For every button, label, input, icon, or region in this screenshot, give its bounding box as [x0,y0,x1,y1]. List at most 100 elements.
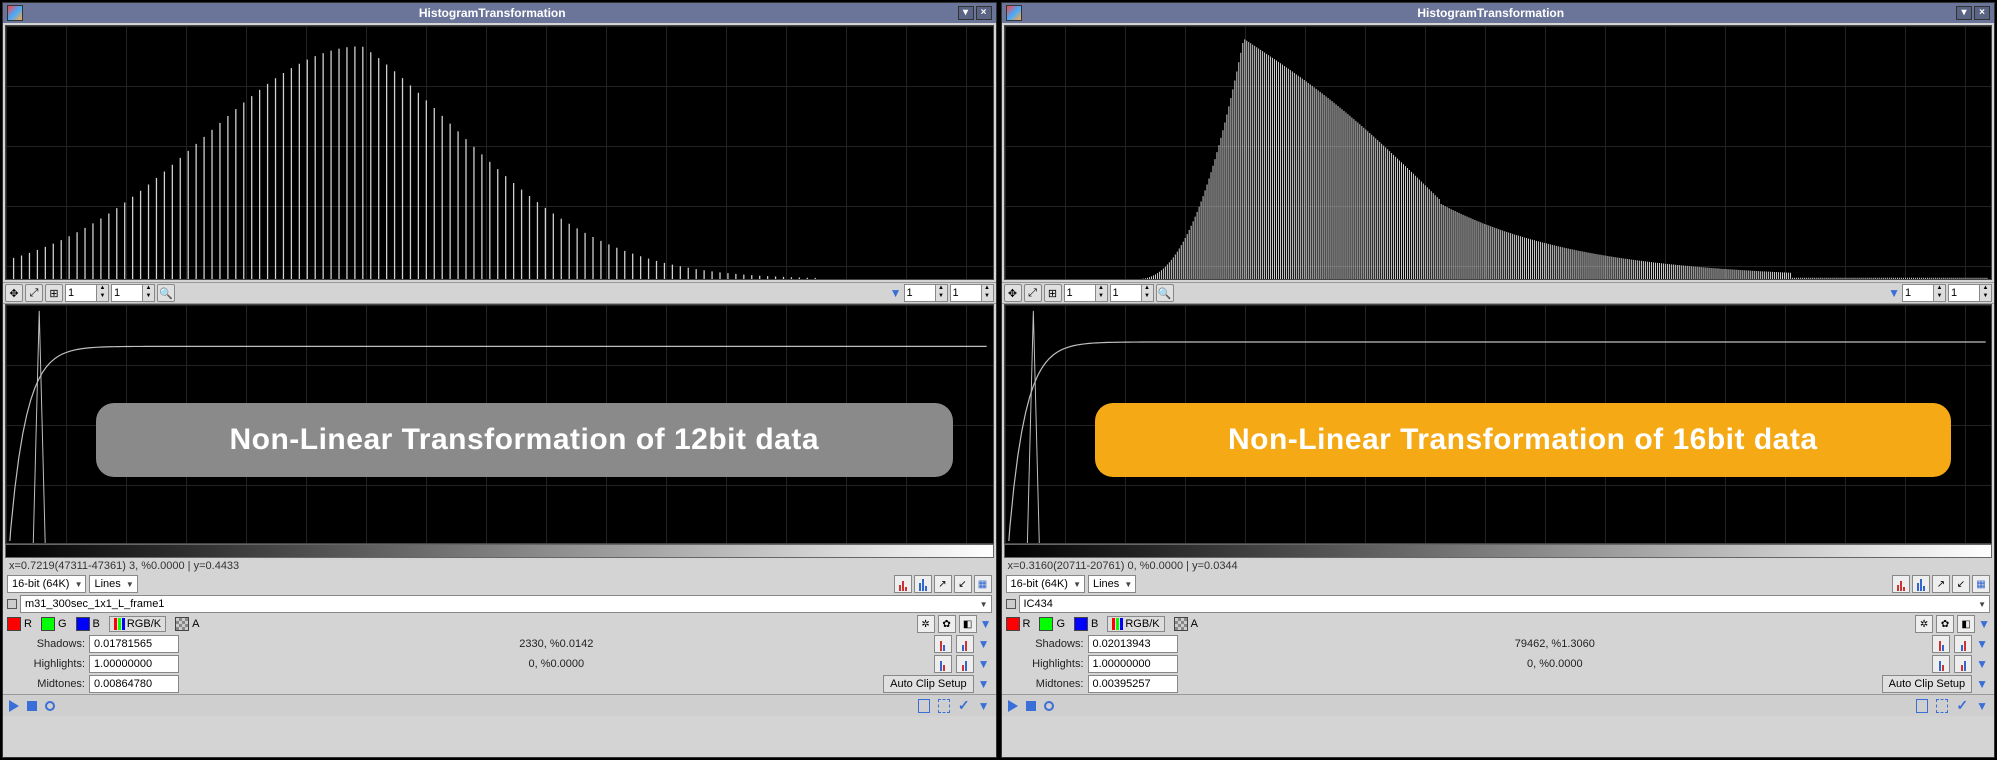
titlebar[interactable]: HistogramTransformation ▾ × [3,3,996,23]
zoom-v2-value[interactable] [1949,285,1979,301]
close-icon[interactable]: × [976,6,992,20]
new-instance-icon[interactable] [918,699,930,713]
apply-global-icon[interactable] [1026,701,1036,711]
shadows-expand-icon[interactable]: ▼ [1976,637,1988,651]
highlights-hist-icon-1[interactable] [934,655,952,673]
grid-toggle-icon[interactable]: ▦ [1972,575,1990,593]
realtime-preview-icon[interactable] [45,701,55,711]
readout-icon-2[interactable]: ◧ [1957,615,1975,633]
zoom-h2-value[interactable] [112,285,142,301]
hist-mode-icon-3[interactable]: ↗ [934,575,952,593]
shadows-hist-icon-1[interactable] [1932,635,1950,653]
zoom-h1-value[interactable] [1065,285,1095,301]
zoom-v2-value[interactable] [951,285,981,301]
section-collapse-icon[interactable]: ▼ [980,617,992,631]
bitdepth-select[interactable]: 16-bit (64K) [1006,575,1085,593]
hist-mode-icon-3[interactable]: ↗ [1932,575,1950,593]
channel-alpha-icon[interactable] [175,617,189,631]
collapse-icon[interactable]: ▼ [1888,286,1900,300]
grid-toggle-icon[interactable]: ▦ [974,575,992,593]
zoom-v2-spinner[interactable]: ▲▼ [950,284,994,302]
magnify-icon[interactable]: 🔍 [1156,284,1174,302]
zoom-h2-value[interactable] [1111,285,1141,301]
fit-icon[interactable]: ⤢ [25,284,43,302]
zoom-v1-spinner[interactable]: ▲▼ [904,284,948,302]
readout-icon-1[interactable]: ✲ [917,615,935,633]
ok-icon[interactable]: ✓ [958,697,970,714]
channel-blue-icon[interactable] [1074,617,1088,631]
close-icon[interactable]: × [1974,6,1990,20]
hist-mode-icon-1[interactable] [894,575,912,593]
shadows-expand-icon[interactable]: ▼ [978,637,990,651]
image-select[interactable]: m31_300sec_1x1_L_frame1 [20,595,992,613]
linestyle-select[interactable]: Lines [89,575,137,593]
hist-mode-icon-4[interactable]: ↙ [954,575,972,593]
browse-doc-icon[interactable] [938,699,950,713]
new-instance-icon[interactable] [1916,699,1928,713]
gear-icon[interactable]: ✿ [1936,615,1954,633]
shadows-input[interactable] [89,635,179,653]
autoclip-button[interactable]: Auto Clip Setup [883,675,973,693]
linestyle-select[interactable]: Lines [1088,575,1136,593]
realtime-preview-icon[interactable] [1044,701,1054,711]
highlights-hist-icon-1[interactable] [1932,655,1950,673]
hist-mode-icon-1[interactable] [1892,575,1910,593]
zoom-h-spinner[interactable]: ▲▼ [65,284,109,302]
channel-rgbk-button[interactable]: RGB/K [1107,616,1164,632]
highlights-hist-icon-2[interactable] [956,655,974,673]
minimize-icon[interactable]: ▾ [958,6,974,20]
channel-alpha-icon[interactable] [1174,617,1188,631]
highlights-expand-icon[interactable]: ▼ [1976,657,1988,671]
magnify-icon[interactable]: 🔍 [157,284,175,302]
highlights-hist-icon-2[interactable] [1954,655,1972,673]
zoom-v1-value[interactable] [905,285,935,301]
shadows-hist-icon-1[interactable] [934,635,952,653]
more-icon[interactable]: ▼ [1976,699,1988,713]
zoom-h2-spinner[interactable]: ▲▼ [1110,284,1154,302]
zoom-reset-icon[interactable]: ⊞ [45,284,63,302]
hist-mode-icon-2[interactable] [914,575,932,593]
zoom-h-spinner[interactable]: ▲▼ [1064,284,1108,302]
apply-global-icon[interactable] [27,701,37,711]
readout-icon-1[interactable]: ✲ [1915,615,1933,633]
channel-red-icon[interactable] [7,617,21,631]
minimize-icon[interactable]: ▾ [1956,6,1972,20]
hist-mode-icon-2[interactable] [1912,575,1930,593]
pan-icon[interactable]: ✥ [5,284,23,302]
highlights-input[interactable] [89,655,179,673]
pan-icon[interactable]: ✥ [1004,284,1022,302]
channel-rgbk-button[interactable]: RGB/K [109,616,166,632]
zoom-h1-value[interactable] [66,285,96,301]
section-collapse-icon[interactable]: ▼ [1978,617,1990,631]
apply-icon[interactable] [9,700,19,712]
titlebar[interactable]: HistogramTransformation ▾ × [1002,3,1995,23]
image-select[interactable]: IC434 [1019,595,1991,613]
collapse-icon[interactable]: ▼ [890,286,902,300]
highlights-input[interactable] [1088,655,1178,673]
channel-green-icon[interactable] [1039,617,1053,631]
gear-icon[interactable]: ✿ [938,615,956,633]
midtones-expand-icon[interactable]: ▼ [978,677,990,691]
channel-green-icon[interactable] [41,617,55,631]
fit-icon[interactable]: ⤢ [1024,284,1042,302]
readout-icon-2[interactable]: ◧ [959,615,977,633]
zoom-h2-spinner[interactable]: ▲▼ [111,284,155,302]
midtones-input[interactable] [89,675,179,693]
apply-icon[interactable] [1008,700,1018,712]
shadows-hist-icon-2[interactable] [1954,635,1972,653]
ok-icon[interactable]: ✓ [1956,697,1968,714]
highlights-expand-icon[interactable]: ▼ [978,657,990,671]
shadows-input[interactable] [1088,635,1178,653]
zoom-v1-spinner[interactable]: ▲▼ [1902,284,1946,302]
channel-blue-icon[interactable] [76,617,90,631]
channel-red-icon[interactable] [1006,617,1020,631]
shadows-hist-icon-2[interactable] [956,635,974,653]
zoom-v1-value[interactable] [1903,285,1933,301]
midtones-input[interactable] [1088,675,1178,693]
more-icon[interactable]: ▼ [978,699,990,713]
browse-doc-icon[interactable] [1936,699,1948,713]
midtones-expand-icon[interactable]: ▼ [1976,677,1988,691]
zoom-reset-icon[interactable]: ⊞ [1044,284,1062,302]
zoom-v2-spinner[interactable]: ▲▼ [1948,284,1992,302]
autoclip-button[interactable]: Auto Clip Setup [1882,675,1972,693]
